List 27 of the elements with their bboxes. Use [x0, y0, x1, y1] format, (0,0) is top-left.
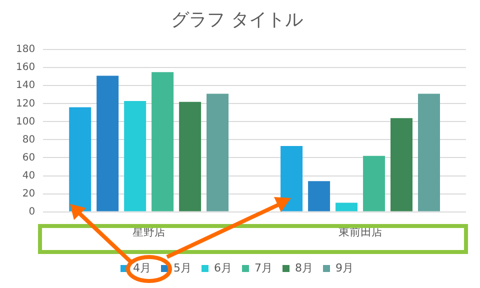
legend-label: 9月 — [335, 261, 354, 274]
bar — [336, 202, 358, 212]
y-tick-label: 160 — [16, 62, 36, 74]
legend-label: 6月 — [214, 261, 232, 274]
y-tick-label: 100 — [16, 116, 36, 128]
y-tick-label: 180 — [16, 44, 36, 56]
bar — [308, 181, 330, 212]
y-tick-label: 40 — [22, 170, 36, 182]
bar — [363, 156, 386, 212]
chart-title: グラフ タイトル — [171, 9, 303, 30]
y-tick-label: 80 — [22, 134, 36, 146]
bar — [206, 94, 229, 212]
bar — [390, 118, 412, 212]
bar — [124, 100, 146, 212]
y-tick-label: 140 — [16, 80, 36, 92]
bar — [179, 102, 202, 212]
bar — [418, 94, 440, 212]
legend-label: 8月 — [295, 261, 313, 274]
y-tick-label: 0 — [28, 206, 36, 218]
legend-label: 5月 — [174, 261, 192, 274]
y-tick-label: 120 — [16, 98, 36, 110]
legend-label: 7月 — [254, 261, 272, 274]
legend-label: 4月 — [133, 261, 152, 274]
y-tick-label: 60 — [22, 152, 36, 164]
bar — [152, 72, 174, 212]
y-tick-label: 20 — [22, 188, 36, 200]
bar — [280, 146, 303, 212]
